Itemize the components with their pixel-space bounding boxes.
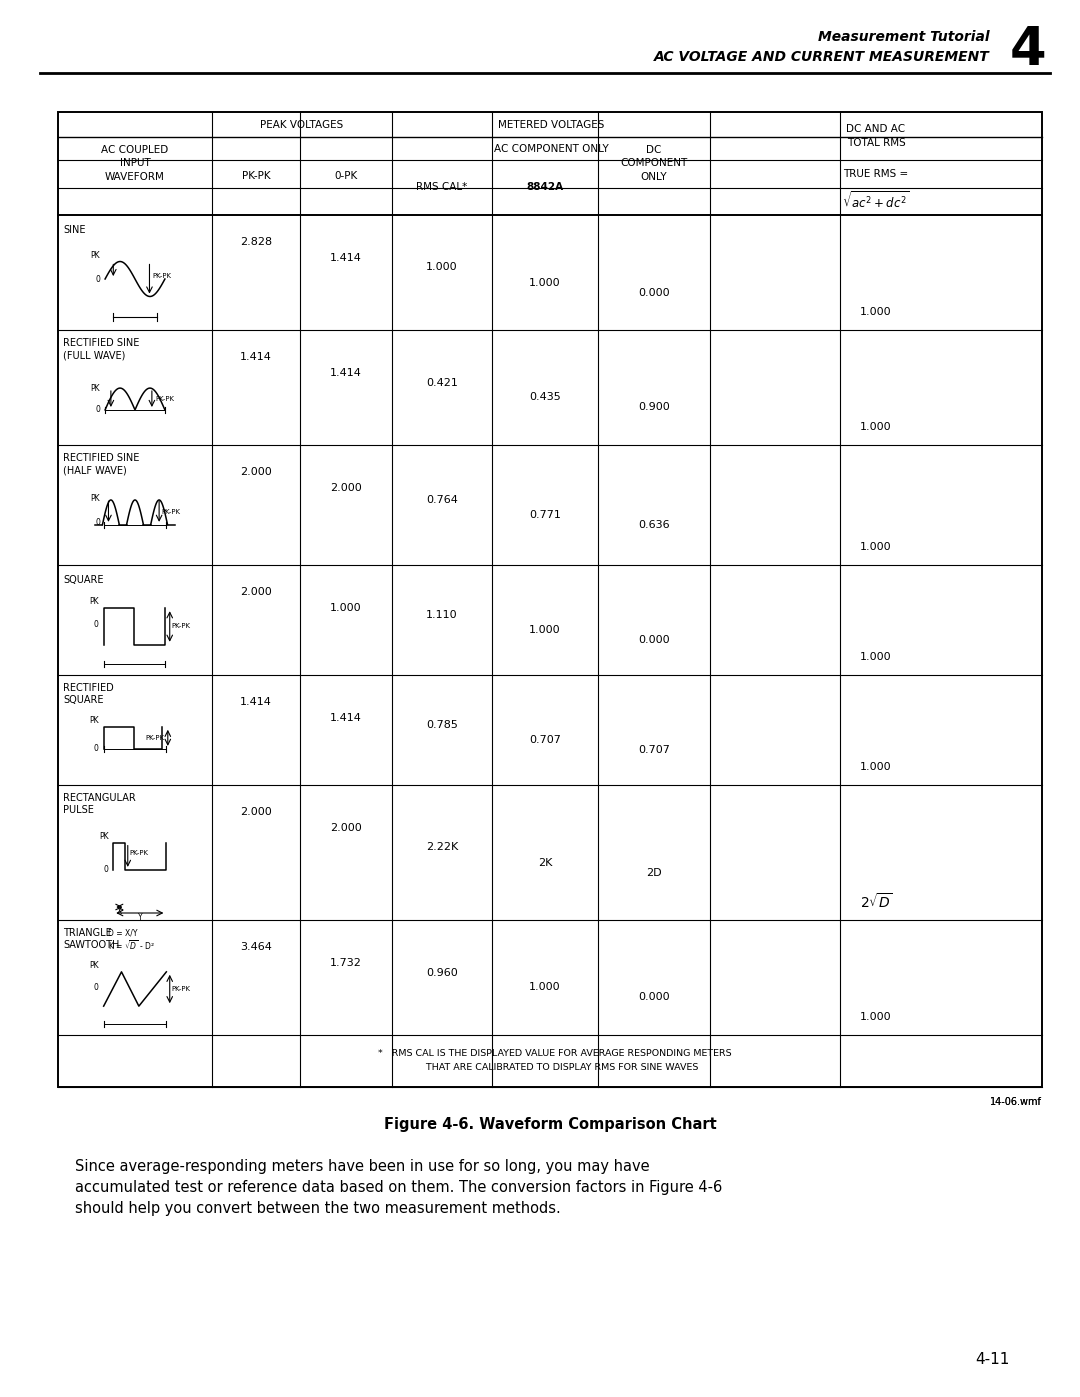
Text: THAT ARE CALIBRATED TO DISPLAY RMS FOR SINE WAVES: THAT ARE CALIBRATED TO DISPLAY RMS FOR S… — [402, 1063, 698, 1071]
Text: $\sqrt{ac^2 + dc^2}$: $\sqrt{ac^2 + dc^2}$ — [842, 191, 909, 212]
Text: PK: PK — [90, 715, 99, 725]
Text: 1.414: 1.414 — [240, 697, 272, 707]
Text: RECTANGULAR
PULSE: RECTANGULAR PULSE — [63, 793, 136, 816]
Text: Y: Y — [137, 914, 143, 922]
Text: PK: PK — [91, 384, 100, 393]
Text: 14-06.wmf: 14-06.wmf — [990, 1097, 1042, 1106]
Text: 0.785: 0.785 — [427, 719, 458, 731]
Text: 1.000: 1.000 — [860, 422, 892, 432]
Text: 14-06.wmf: 14-06.wmf — [990, 1097, 1042, 1106]
Text: 1.414: 1.414 — [330, 253, 362, 263]
Text: 1.000: 1.000 — [529, 982, 561, 992]
Text: AC COMPONENT ONLY: AC COMPONENT ONLY — [494, 144, 608, 154]
Text: 0: 0 — [95, 274, 100, 284]
Text: 2.22K: 2.22K — [426, 842, 458, 852]
Text: 0.435: 0.435 — [529, 393, 561, 402]
Text: Measurement Tutorial: Measurement Tutorial — [819, 29, 990, 43]
Text: PK-PK: PK-PK — [154, 395, 174, 402]
Text: SQUARE: SQUARE — [63, 576, 104, 585]
Text: K = $\sqrt{D}$ - D²: K = $\sqrt{D}$ - D² — [108, 939, 156, 953]
Text: AC VOLTAGE AND CURRENT MEASUREMENT: AC VOLTAGE AND CURRENT MEASUREMENT — [654, 50, 990, 64]
Text: 8842A: 8842A — [526, 183, 564, 193]
Bar — [58, 112, 1042, 1087]
Text: DC AND AC
TOTAL RMS: DC AND AC TOTAL RMS — [847, 124, 905, 148]
Text: 0.421: 0.421 — [427, 377, 458, 387]
Text: 1.000: 1.000 — [860, 307, 892, 317]
Text: RECTIFIED
SQUARE: RECTIFIED SQUARE — [63, 683, 113, 705]
Text: 1.000: 1.000 — [860, 542, 892, 552]
Text: DC
COMPONENT
ONLY: DC COMPONENT ONLY — [620, 145, 688, 182]
Text: RMS CAL*: RMS CAL* — [417, 183, 468, 193]
Text: 0: 0 — [95, 405, 100, 415]
Text: 2.828: 2.828 — [240, 237, 272, 247]
Text: 0.000: 0.000 — [638, 992, 670, 1003]
Text: 0-PK: 0-PK — [335, 170, 357, 182]
Text: D = X/Y: D = X/Y — [108, 929, 138, 937]
Text: 2.000: 2.000 — [330, 483, 362, 493]
Text: 0.000: 0.000 — [638, 288, 670, 298]
Text: 0: 0 — [94, 982, 99, 992]
Text: 2.000: 2.000 — [240, 467, 272, 476]
Text: PK: PK — [91, 250, 100, 260]
Text: 1.414: 1.414 — [330, 712, 362, 724]
Text: 0.900: 0.900 — [638, 402, 670, 412]
Text: PK-PK: PK-PK — [146, 735, 165, 740]
Text: SINE: SINE — [63, 225, 85, 235]
Text: PEAK VOLTAGES: PEAK VOLTAGES — [260, 120, 343, 130]
Text: 0.707: 0.707 — [529, 735, 561, 745]
Text: RECTIFIED SINE
(FULL WAVE): RECTIFIED SINE (FULL WAVE) — [63, 338, 139, 360]
Text: 1.000: 1.000 — [330, 604, 362, 613]
Text: Since average-responding meters have been in use for so long, you may have
accum: Since average-responding meters have bee… — [75, 1160, 723, 1215]
Text: PK-PK: PK-PK — [172, 986, 191, 992]
Text: 0.960: 0.960 — [427, 968, 458, 978]
Text: PK: PK — [91, 493, 100, 503]
Text: *   RMS CAL IS THE DISPLAYED VALUE FOR AVERAGE RESPONDING METERS: * RMS CAL IS THE DISPLAYED VALUE FOR AVE… — [368, 1049, 731, 1058]
Text: 1.110: 1.110 — [427, 610, 458, 620]
Text: 1.000: 1.000 — [427, 263, 458, 272]
Text: TRIANGLE
SAWTOOTH: TRIANGLE SAWTOOTH — [63, 928, 120, 950]
Text: Figure 4-6. Waveform Comparison Chart: Figure 4-6. Waveform Comparison Chart — [383, 1118, 716, 1132]
Text: 0: 0 — [94, 745, 99, 753]
Text: 1.414: 1.414 — [240, 352, 272, 362]
Text: 0.771: 0.771 — [529, 510, 561, 520]
Text: 0.764: 0.764 — [427, 495, 458, 504]
Text: RECTIFIED SINE
(HALF WAVE): RECTIFIED SINE (HALF WAVE) — [63, 453, 139, 475]
Text: 3.464: 3.464 — [240, 942, 272, 951]
Text: $2\sqrt{D}$: $2\sqrt{D}$ — [860, 893, 892, 911]
Text: 4: 4 — [1010, 24, 1047, 75]
Text: PK-PK: PK-PK — [242, 170, 270, 182]
Text: 1.732: 1.732 — [330, 958, 362, 968]
Text: PK: PK — [90, 961, 99, 970]
Text: 2.000: 2.000 — [240, 807, 272, 817]
Text: AC COUPLED
INPUT
WAVEFORM: AC COUPLED INPUT WAVEFORM — [102, 145, 168, 182]
Text: 0: 0 — [94, 620, 99, 629]
Text: 1.000: 1.000 — [529, 624, 561, 636]
Text: 1.000: 1.000 — [529, 278, 561, 288]
Text: PK-PK: PK-PK — [152, 272, 172, 278]
Text: 2K: 2K — [538, 858, 552, 868]
Text: 1.414: 1.414 — [330, 367, 362, 379]
Text: PK: PK — [99, 831, 108, 841]
Text: 2.000: 2.000 — [330, 823, 362, 833]
Text: PK-PK: PK-PK — [172, 623, 191, 630]
Text: X: X — [117, 907, 122, 916]
Text: 1.000: 1.000 — [860, 761, 892, 773]
Text: 0.000: 0.000 — [638, 636, 670, 645]
Text: 0: 0 — [104, 865, 108, 875]
Text: 0.636: 0.636 — [638, 520, 670, 529]
Text: 0: 0 — [95, 518, 100, 527]
Text: PK: PK — [90, 598, 99, 606]
Text: METERED VOLTAGES: METERED VOLTAGES — [498, 120, 604, 130]
Text: 2D: 2D — [646, 868, 662, 877]
Text: PK-PK: PK-PK — [130, 851, 149, 856]
Text: 2.000: 2.000 — [240, 587, 272, 597]
Text: 0.707: 0.707 — [638, 745, 670, 754]
Text: PK-PK: PK-PK — [161, 509, 180, 514]
Text: TRUE RMS =: TRUE RMS = — [843, 169, 908, 179]
Text: 1.000: 1.000 — [860, 1011, 892, 1023]
Text: 4-11: 4-11 — [975, 1352, 1010, 1368]
Text: 1.000: 1.000 — [860, 652, 892, 662]
